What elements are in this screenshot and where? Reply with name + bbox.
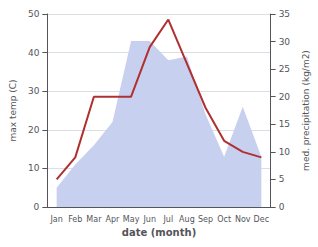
svg-text:25: 25 — [279, 64, 290, 74]
svg-text:15: 15 — [279, 119, 290, 129]
svg-text:med. precipitation (kg/m2): med. precipitation (kg/m2) — [301, 50, 311, 171]
svg-text:0: 0 — [279, 202, 285, 212]
svg-text:Sep: Sep — [198, 215, 213, 224]
svg-text:Mar: Mar — [86, 215, 102, 224]
svg-text:date (month): date (month) — [122, 227, 196, 238]
svg-text:Jul: Jul — [162, 215, 173, 224]
svg-text:10: 10 — [28, 163, 40, 173]
svg-text:Nov: Nov — [235, 215, 251, 224]
svg-text:Dec: Dec — [254, 215, 269, 224]
svg-text:Aug: Aug — [179, 215, 195, 224]
svg-text:Oct: Oct — [217, 215, 231, 224]
svg-text:Apr: Apr — [106, 215, 121, 224]
svg-text:20: 20 — [28, 125, 40, 135]
svg-text:Jun: Jun — [142, 215, 156, 224]
svg-text:Jan: Jan — [49, 215, 62, 224]
svg-text:0: 0 — [34, 202, 40, 212]
svg-text:30: 30 — [28, 86, 40, 96]
svg-text:May: May — [123, 215, 140, 224]
svg-text:35: 35 — [279, 9, 290, 19]
svg-text:5: 5 — [279, 174, 285, 184]
svg-text:50: 50 — [28, 9, 40, 19]
svg-text:20: 20 — [279, 92, 291, 102]
svg-text:30: 30 — [279, 37, 291, 47]
svg-text:10: 10 — [279, 147, 291, 157]
svg-text:40: 40 — [28, 48, 40, 58]
svg-text:max temp (C): max temp (C) — [8, 79, 18, 141]
svg-text:Feb: Feb — [68, 215, 82, 224]
